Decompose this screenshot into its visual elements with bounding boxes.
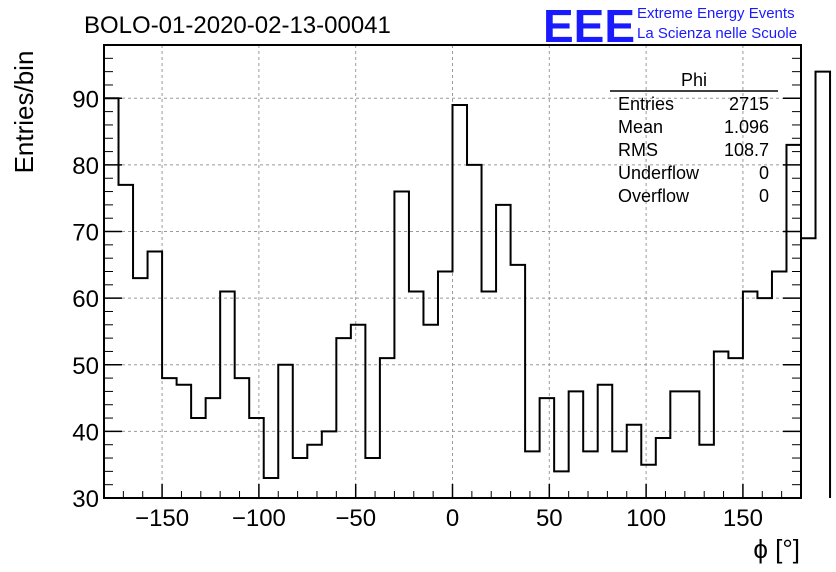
y-tick-label: 90 [72, 86, 99, 113]
chart-title: BOLO-01-2020-02-13-00041 [84, 12, 391, 39]
stats-value: 1.096 [724, 117, 769, 137]
axis-ticks: −150 −100 −50 0 50 100 150 30 40 50 60 70 80 90 [72, 57, 801, 532]
stats-label: Entries [618, 94, 674, 114]
stats-label: Overflow [618, 186, 690, 206]
stats-label: RMS [618, 140, 658, 160]
y-tick-label: 70 [72, 220, 99, 247]
logo-line1: Extreme Energy Events [637, 5, 795, 22]
x-tick-label: 100 [626, 505, 666, 532]
x-tick-label: 150 [723, 505, 763, 532]
y-axis-label: Entries/bin [9, 51, 39, 174]
plot-frame [103, 44, 802, 499]
stats-box: Phi Entries 2715 Mean 1.096 RMS 108.7 Underflo… [610, 70, 778, 206]
x-tick-label: −100 [232, 505, 286, 532]
stats-name: Phi [681, 70, 707, 90]
stats-label: Mean [618, 117, 663, 137]
stats-value: 108.7 [724, 140, 769, 160]
eee-logo: EEE Extreme Energy Events La Scienza nel… [543, 0, 797, 52]
logo-line2: La Scienza nelle Scuole [637, 25, 797, 42]
histogram-series [103, 70, 832, 498]
y-tick-label: 50 [72, 353, 99, 380]
y-tick-label: 40 [72, 419, 99, 446]
y-tick-label: 80 [72, 153, 99, 180]
logo-mark: EEE [543, 0, 635, 52]
stats-value: 0 [759, 163, 769, 183]
stats-label: Underflow [618, 163, 700, 183]
x-tick-label: 0 [446, 505, 459, 532]
x-tick-label: −50 [335, 505, 376, 532]
stats-value: 0 [759, 186, 769, 206]
stats-value: 2715 [729, 94, 769, 114]
y-tick-label: 60 [72, 286, 99, 313]
y-tick-label: 30 [72, 486, 99, 513]
x-tick-label: −150 [135, 505, 189, 532]
x-tick-label: 50 [536, 505, 563, 532]
x-axis-label: ϕ [°] [753, 534, 800, 564]
